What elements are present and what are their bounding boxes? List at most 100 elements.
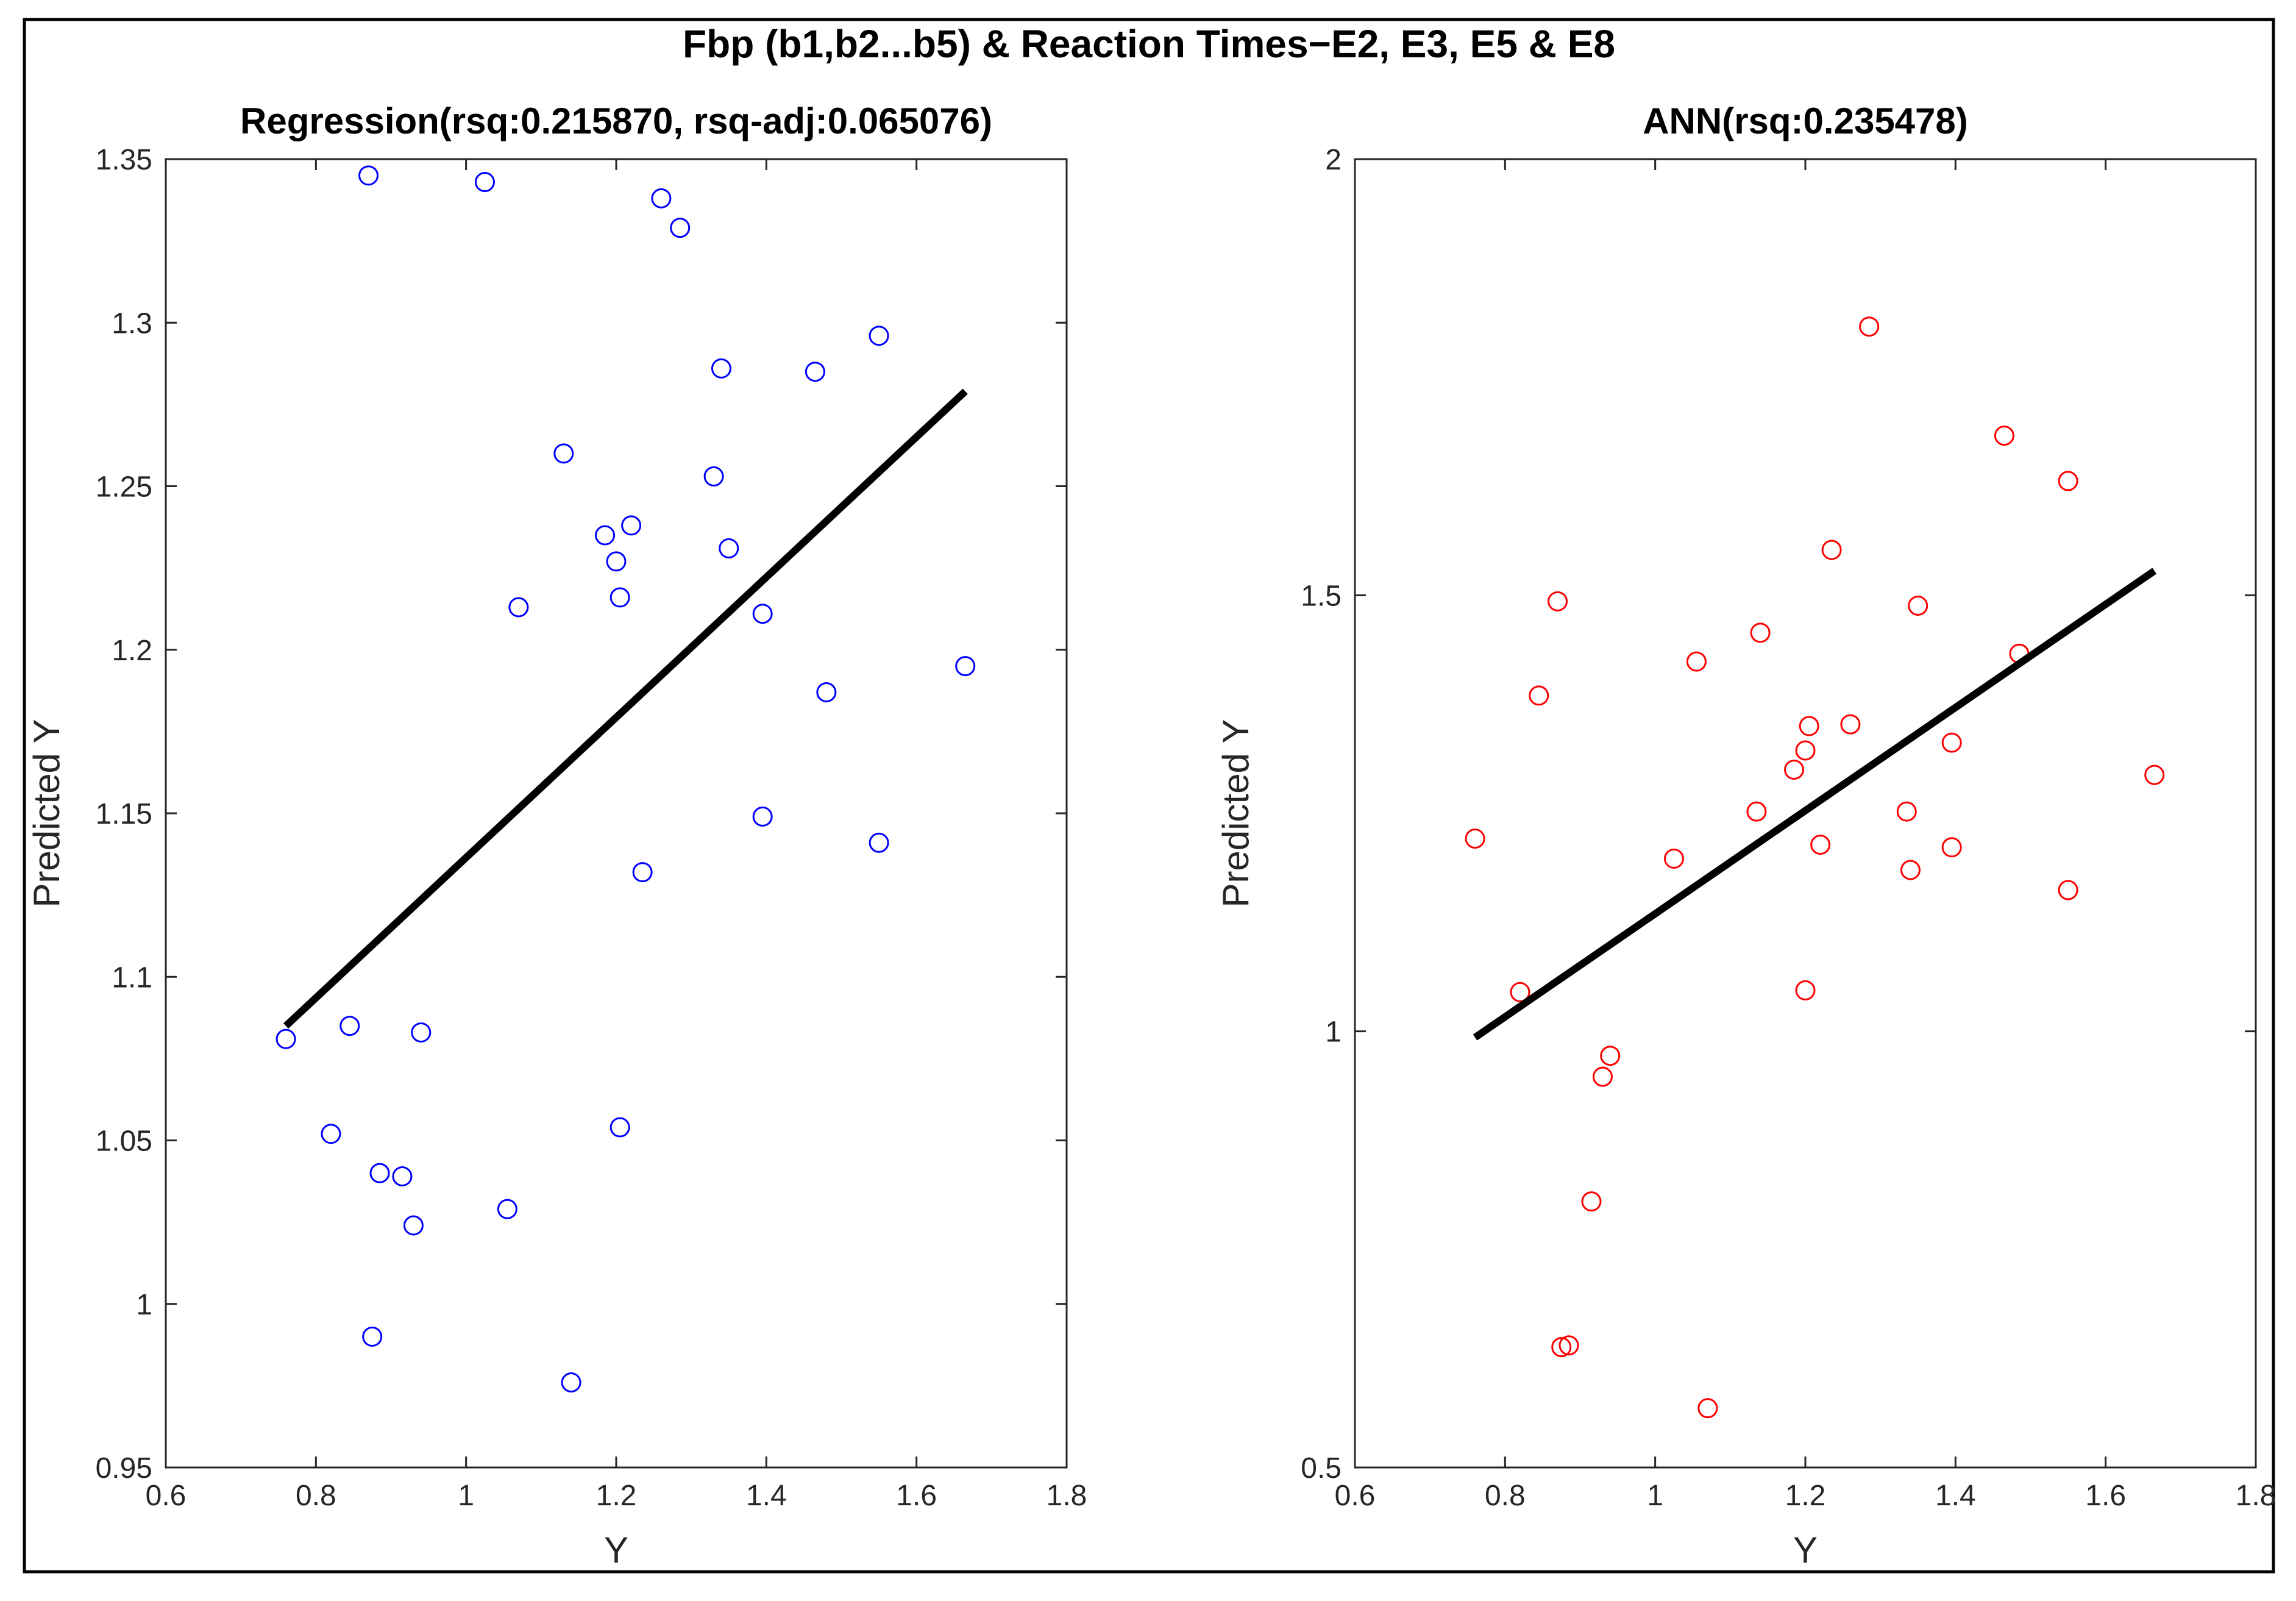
regression-xtick-label: 1.2 — [596, 1480, 637, 1512]
regression-data-point — [632, 862, 653, 883]
regression-data-point — [369, 1163, 390, 1183]
regression-data-point — [610, 587, 630, 608]
regression-data-point — [869, 326, 889, 346]
ann-data-point — [1941, 837, 1962, 858]
regression-scatter-plot: 0.6 0.8 1 1.2 1.4 1.6 1.8 0.95 1 1.05 1.1 1.15 1.2 1.… — [26, 101, 1087, 1571]
regression-data-point — [703, 466, 724, 487]
regression-data-point — [595, 525, 616, 546]
ann-data-point — [1908, 596, 1928, 616]
ann-data-point — [1900, 860, 1921, 880]
regression-ytick-label: 1.3 — [112, 307, 152, 340]
ann-data-point — [2058, 471, 2078, 491]
regression-data-point — [508, 597, 529, 618]
ann-data-point — [1559, 1335, 1579, 1356]
regression-plot-title: Regression(rsq:0.215870, rsq-adj:0.06507… — [240, 101, 992, 141]
regression-data-point — [816, 682, 837, 702]
regression-data-point — [321, 1124, 341, 1144]
ann-data-point — [1795, 740, 1816, 761]
regression-data-point — [561, 1372, 581, 1393]
ann-xtick-label: 1 — [1647, 1480, 1663, 1512]
ann-fit-line — [1473, 568, 2157, 1041]
ann-data-point — [1784, 759, 1805, 780]
ann-plot-title: ANN(rsq:0.235478) — [1643, 101, 1968, 141]
ann-xtick-label: 1.4 — [1935, 1480, 1976, 1512]
regression-data-point — [670, 218, 691, 238]
ann-data-point — [1465, 828, 1485, 849]
regression-data-point — [474, 172, 495, 193]
regression-ytick-label: 1.15 — [96, 798, 152, 830]
regression-y-axis-label: Predicted Y — [26, 719, 67, 907]
ann-data-point — [1994, 426, 2014, 446]
regression-data-point — [275, 1029, 296, 1049]
ann-data-point — [1551, 1337, 1572, 1358]
ann-data-point — [1510, 982, 1530, 1002]
regression-xtick-label: 0.6 — [146, 1480, 187, 1512]
ann-data-point — [1896, 801, 1917, 822]
ann-data-point — [1795, 980, 1816, 1000]
ann-ytick-label: 2 — [1325, 144, 1342, 176]
regression-xtick-label: 1.8 — [1047, 1480, 1087, 1512]
ann-data-point — [1746, 801, 1767, 822]
regression-xtick-label: 1.4 — [746, 1480, 787, 1512]
ann-data-point — [2144, 765, 2165, 785]
ann-xtick-label: 1.6 — [2085, 1480, 2126, 1512]
ann-data-point — [1799, 716, 1819, 736]
ann-data-point — [1600, 1046, 1621, 1066]
regression-data-point — [392, 1166, 413, 1187]
regression-xtick-label: 1.6 — [896, 1480, 937, 1512]
ann-ytick-label: 1.5 — [1301, 580, 1342, 612]
figure-title: Fbp (b1,b2...b5) & Reaction Times−E2, E3… — [683, 22, 1615, 66]
ann-y-axis-label: Predicted Y — [1215, 719, 1256, 907]
ann-ytick-label: 1 — [1325, 1016, 1342, 1049]
ann-ytick-label: 0.5 — [1301, 1452, 1342, 1485]
ann-scatter-plot: 0.6 0.8 1 1.2 1.4 1.6 1.8 0.5 1 1.5 2 Y Predicted Y A… — [1215, 101, 2276, 1571]
regression-data-point — [606, 551, 627, 572]
ann-data-point — [1663, 848, 1684, 869]
regression-data-point — [621, 515, 642, 536]
ann-data-point — [1592, 1066, 1613, 1087]
regression-xtick-label: 0.8 — [296, 1480, 336, 1512]
regression-ytick-label: 0.95 — [96, 1452, 152, 1485]
regression-ytick-label: 1.2 — [112, 635, 152, 667]
ann-data-point — [1840, 714, 1861, 735]
ann-data-point — [1697, 1398, 1718, 1419]
regression-data-point — [339, 1016, 360, 1036]
regression-fit-line — [283, 388, 968, 1029]
ann-data-point — [1529, 685, 1549, 706]
ann-data-point — [1686, 651, 1707, 672]
regression-data-point — [358, 165, 379, 186]
regression-xtick-label: 1 — [458, 1480, 474, 1512]
regression-data-point — [869, 832, 889, 853]
ann-x-axis-label: Y — [1793, 1530, 1818, 1571]
ann-data-point — [1548, 591, 1568, 612]
regression-data-point — [752, 604, 773, 624]
figure-border — [23, 18, 2275, 1574]
regression-data-point — [719, 538, 739, 558]
ann-data-point — [1859, 316, 1880, 337]
regression-ytick-label: 1.25 — [96, 471, 152, 504]
regression-ytick-label: 1 — [136, 1289, 152, 1321]
regression-data-point — [497, 1199, 517, 1219]
ann-xtick-label: 1.2 — [1785, 1480, 1826, 1512]
ann-xtick-label: 0.8 — [1485, 1480, 1526, 1512]
regression-data-point — [805, 362, 825, 382]
regression-data-point — [651, 188, 672, 209]
regression-data-point — [955, 656, 976, 677]
regression-data-point — [411, 1022, 432, 1043]
regression-ytick-label: 1.05 — [96, 1125, 152, 1158]
regression-x-axis-label: Y — [604, 1530, 628, 1571]
regression-data-point — [752, 806, 773, 827]
regression-data-point — [403, 1215, 424, 1236]
ann-data-point — [1810, 835, 1831, 855]
regression-data-point — [362, 1326, 383, 1347]
ann-data-point — [1581, 1191, 1602, 1212]
ann-xtick-label: 0.6 — [1335, 1480, 1376, 1512]
regression-data-point — [610, 1117, 630, 1138]
regression-data-point — [553, 443, 574, 464]
regression-ytick-label: 1.35 — [96, 144, 152, 176]
ann-data-point — [1941, 732, 1962, 753]
ann-data-point — [1750, 622, 1771, 643]
regression-ytick-label: 1.1 — [112, 961, 152, 994]
